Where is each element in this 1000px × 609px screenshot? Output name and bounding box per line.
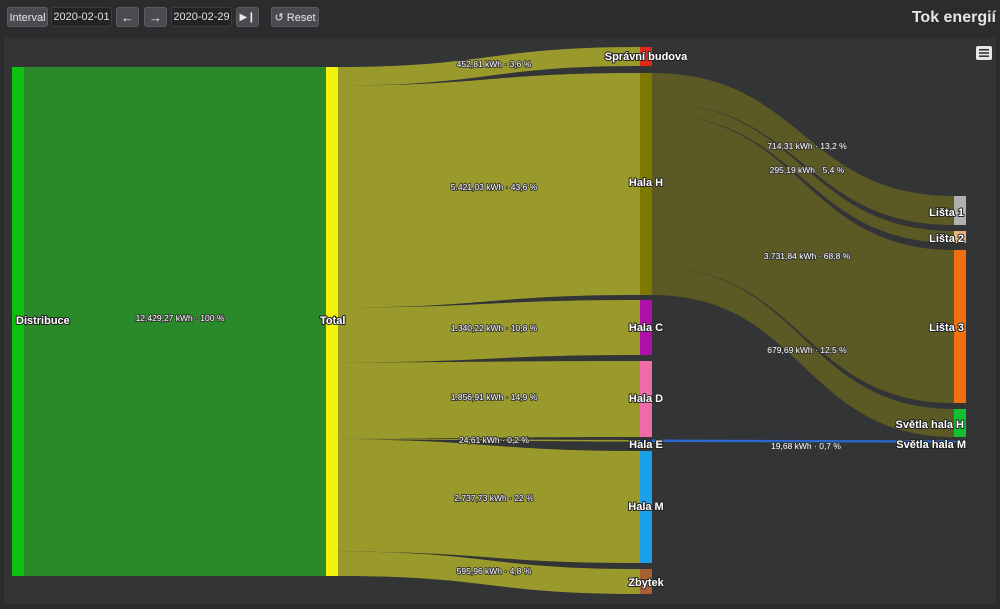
- link-total-to-správní-budova[interactable]: [338, 47, 640, 86]
- link-label: 452,81 kWh · 3,6 %: [457, 59, 532, 69]
- toolbar: Interval 2020-02-01 ← → 2020-02-29 ▶❙ ↺ …: [0, 0, 1000, 38]
- link-label: 1.340,22 kWh · 10,8 %: [451, 323, 538, 333]
- arrow-right-icon: →: [149, 10, 162, 25]
- node-label: Hala C: [629, 322, 663, 334]
- link-label: 295,19 kWh · 5,4 %: [770, 165, 845, 175]
- node-label: Světla hala M: [896, 439, 966, 451]
- link-hala-h-to-světla-hala-h[interactable]: [652, 267, 954, 437]
- link-total-to-hala-c[interactable]: [338, 300, 640, 363]
- menu-icon: [979, 49, 989, 51]
- link-label: 679,69 kWh · 12,5 %: [767, 345, 847, 355]
- node-světla-hala-h[interactable]: [954, 409, 966, 437]
- link-total-to-zbytek[interactable]: [338, 551, 640, 594]
- link-hala-h-to-lišta-1[interactable]: [652, 73, 954, 225]
- link-total-to-hala-e[interactable]: [338, 438, 640, 442]
- node-label: Hala M: [628, 501, 663, 513]
- link-label: 19,68 kWh · 0,7 %: [771, 441, 841, 451]
- menu-icon: [979, 52, 989, 54]
- node-hala-c[interactable]: [640, 300, 652, 355]
- node-správní-budova[interactable]: [640, 47, 652, 66]
- date-from-field[interactable]: 2020-02-01: [51, 7, 112, 27]
- page-title: Tok energií: [911, 9, 996, 26]
- arrow-left-icon: ←: [121, 10, 134, 25]
- node-total[interactable]: [326, 67, 338, 576]
- node-label: Hala H: [629, 177, 663, 189]
- link-label: 714,31 kWh · 13,2 %: [767, 141, 847, 151]
- chart-area: 12.429,27 kWh · 100 % 452,81 kWh · 3,6 % 5…: [4, 38, 996, 604]
- link-label: 24,61 kWh · 0,2 %: [459, 435, 529, 445]
- node-label: Lišta 3: [929, 322, 964, 334]
- node-distribuce[interactable]: [12, 67, 24, 576]
- node-label: Světla hala H: [896, 419, 965, 431]
- nodes: [12, 47, 966, 594]
- sankey-chart: 12.429,27 kWh · 100 % 452,81 kWh · 3,6 % 5…: [12, 47, 967, 594]
- date-to-field[interactable]: 2020-02-29: [171, 7, 232, 27]
- link-hala-h-to-lišta-3[interactable]: [652, 114, 954, 403]
- node-světla-hala-m[interactable]: [954, 441, 966, 443]
- reset-icon: ↺: [274, 12, 284, 24]
- link-label: 5.421,03 kWh · 43,6 %: [451, 182, 538, 192]
- node-lišta-3[interactable]: [954, 250, 966, 403]
- node-hala-m[interactable]: [640, 451, 652, 563]
- link-total-to-hala-d[interactable]: [338, 361, 640, 439]
- node-label: Správní budova: [605, 51, 688, 63]
- next-button[interactable]: →: [144, 7, 167, 27]
- link-label: 1.856,91 kWh · 14,9 %: [451, 392, 538, 402]
- reset-button[interactable]: ↺ Reset: [271, 7, 319, 27]
- reset-label: Reset: [286, 12, 316, 24]
- link-total-to-hala-h[interactable]: [338, 73, 640, 308]
- last-button[interactable]: ▶❙: [236, 7, 259, 27]
- chart-menu-button[interactable]: [976, 46, 992, 60]
- node-hala-e[interactable]: [640, 440, 652, 442]
- link-label: 12.429,27 kWh · 100 %: [136, 313, 225, 323]
- node-label: Lišta 1: [929, 207, 964, 219]
- node-lišta-1[interactable]: [954, 196, 966, 225]
- node-label: Hala D: [629, 393, 663, 405]
- node-label: Lišta 2: [929, 233, 964, 245]
- node-hala-d[interactable]: [640, 361, 652, 437]
- prev-button[interactable]: ←: [116, 7, 139, 27]
- link-label: 3.731,84 kWh · 68,8 %: [764, 251, 851, 261]
- node-hala-h[interactable]: [640, 73, 652, 295]
- node-label: Distribuce: [16, 315, 70, 327]
- link-distribuce-to-total[interactable]: [24, 67, 326, 576]
- menu-icon: [979, 55, 989, 57]
- link-label: 2.737,73 kWh · 22 %: [454, 493, 534, 503]
- link-total-to-hala-m[interactable]: [338, 439, 640, 563]
- node-label: Total: [320, 315, 345, 327]
- interval-button[interactable]: Interval: [7, 7, 48, 27]
- node-zbytek[interactable]: [640, 569, 652, 594]
- links: [24, 47, 955, 594]
- node-label: Hala E: [629, 439, 663, 451]
- link-label: 595,96 kWh · 4,8 %: [457, 566, 532, 576]
- node-label: Zbytek: [628, 577, 664, 589]
- skip-end-icon: ▶❙: [239, 12, 256, 23]
- link-hala-h-to-lišta-2[interactable]: [652, 102, 954, 243]
- node-lišta-2[interactable]: [954, 231, 966, 243]
